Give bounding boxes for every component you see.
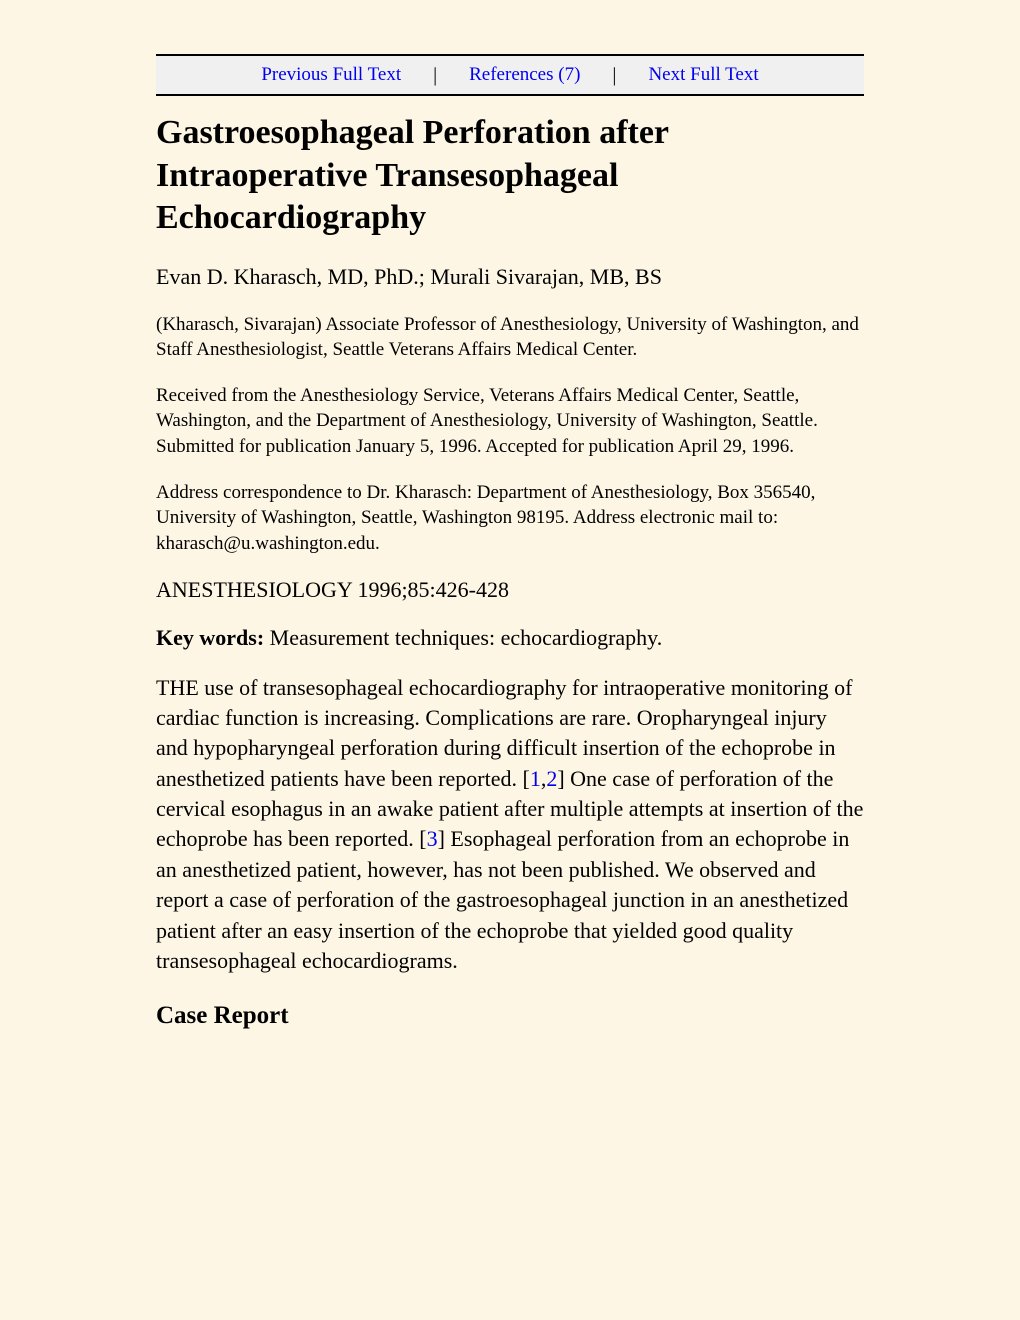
correspondence-info: Address correspondence to Dr. Kharasch: … xyxy=(156,480,864,557)
author-affiliation: (Kharasch, Sivarajan) Associate Professo… xyxy=(156,312,864,363)
intro-paragraph: THE use of transesophageal echocardiogra… xyxy=(156,673,864,977)
keywords-label: Key words: xyxy=(156,625,264,650)
nav-separator: | xyxy=(429,64,441,87)
journal-citation: ANESTHESIOLOGY 1996;85:426-428 xyxy=(156,577,864,603)
prev-full-text-link[interactable]: Previous Full Text xyxy=(233,64,429,86)
top-nav-bar: Previous Full Text | References (7) | Ne… xyxy=(156,54,864,96)
next-full-text-link[interactable]: Next Full Text xyxy=(620,64,786,86)
nav-separator: | xyxy=(608,64,620,87)
keywords-text: Measurement techniques: echocardiography… xyxy=(264,625,662,650)
article-page: Previous Full Text | References (7) | Ne… xyxy=(0,0,1020,1088)
article-authors: Evan D. Kharasch, MD, PhD.; Murali Sivar… xyxy=(156,264,864,290)
keywords-line: Key words: Measurement techniques: echoc… xyxy=(156,625,864,651)
received-info: Received from the Anesthesiology Service… xyxy=(156,383,864,460)
reference-link-2[interactable]: 2 xyxy=(546,766,557,791)
reference-link-1[interactable]: 1 xyxy=(530,766,541,791)
article-title: Gastroesophageal Perforation after Intra… xyxy=(156,112,864,240)
reference-link-3[interactable]: 3 xyxy=(427,826,438,851)
references-link[interactable]: References (7) xyxy=(441,64,608,86)
case-report-heading: Case Report xyxy=(156,1002,864,1030)
